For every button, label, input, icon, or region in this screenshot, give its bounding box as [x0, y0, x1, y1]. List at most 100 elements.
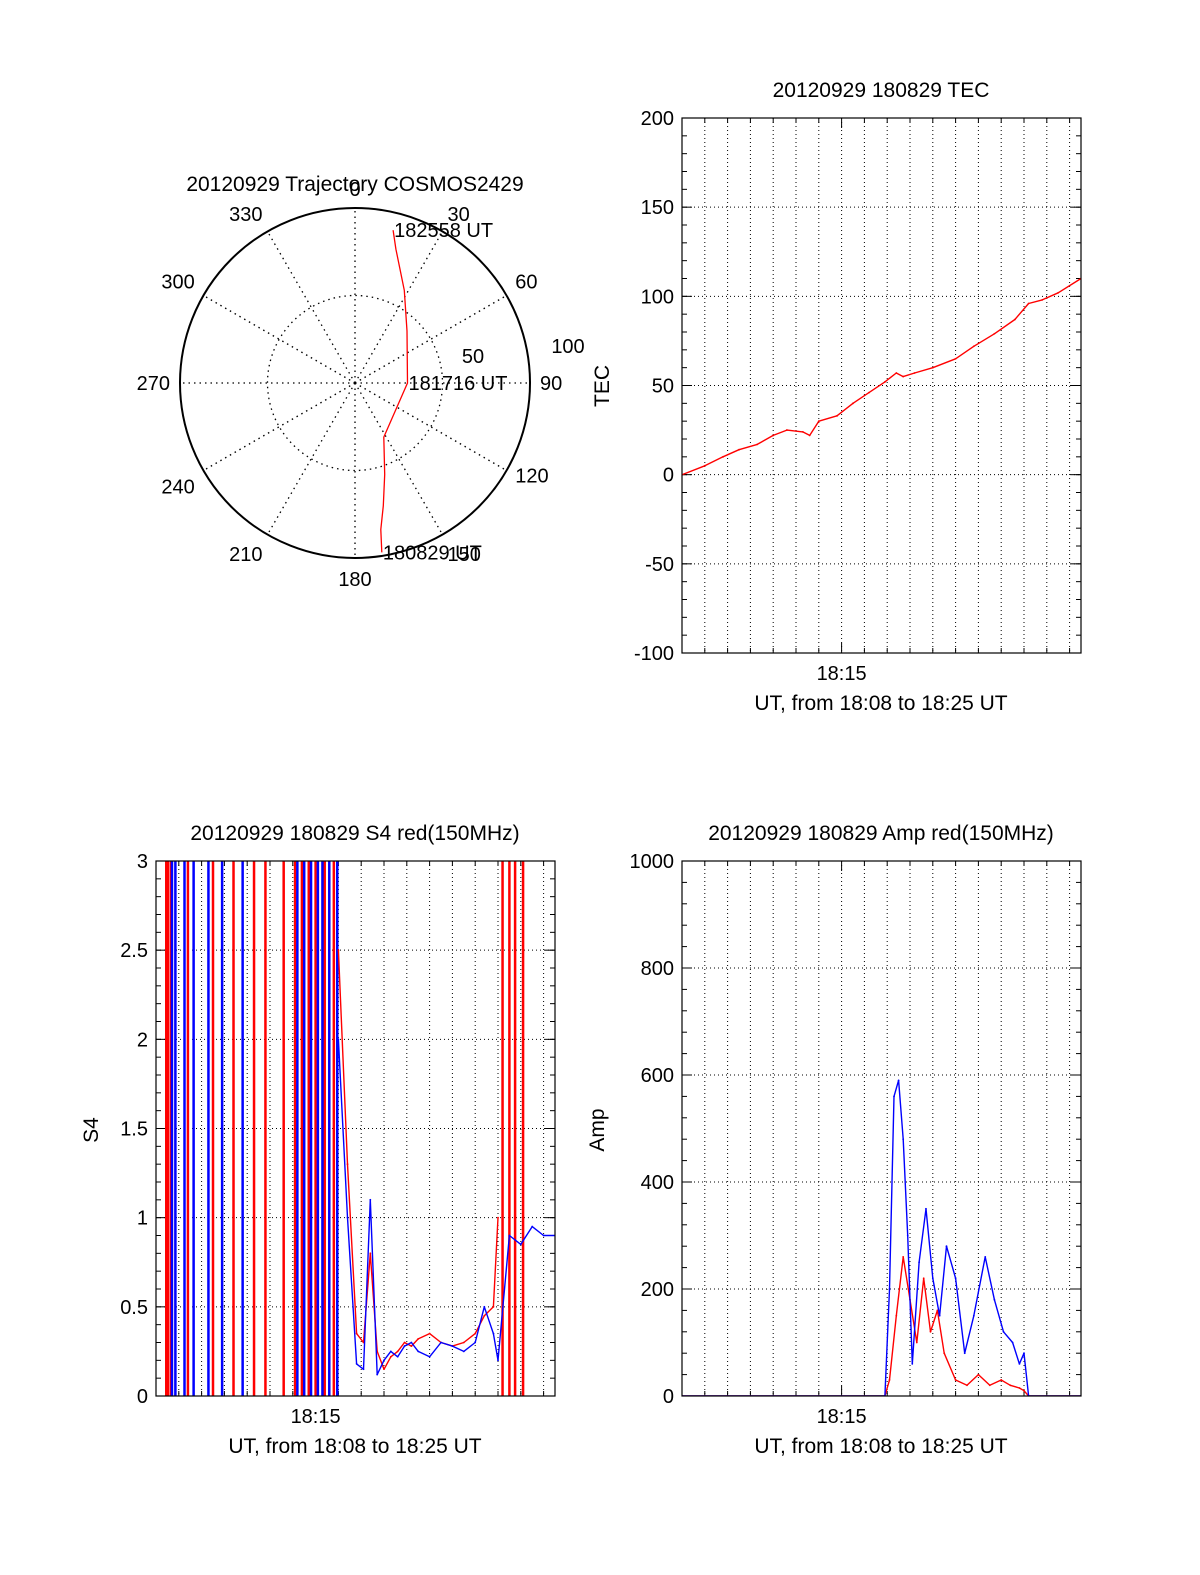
data-point — [369, 1198, 372, 1201]
plot-frame — [681, 117, 1082, 654]
data-point — [984, 1256, 987, 1258]
radial-label: 100 — [551, 336, 584, 358]
data-point — [531, 1225, 534, 1228]
tec-x-axis-label: UT, from 18:08 to 18:25 UT — [754, 692, 1007, 715]
data-point — [836, 414, 838, 417]
data-point — [492, 1305, 495, 1308]
data-point — [895, 1314, 898, 1317]
data-point — [410, 1341, 413, 1344]
data-point — [383, 1368, 385, 1371]
data-point — [897, 1079, 900, 1082]
data-point — [462, 1341, 465, 1344]
y-tick-label: 600 — [641, 1065, 674, 1087]
y-tick-label: 3 — [137, 851, 148, 873]
data-point — [355, 1363, 358, 1365]
data-point — [936, 1309, 939, 1312]
series-line-blue — [682, 1079, 1081, 1396]
data-point — [355, 1332, 358, 1335]
data-point — [703, 464, 706, 467]
azimuth-label: 60 — [515, 272, 537, 294]
data-point — [884, 381, 886, 383]
amp-chart-panel: 20120929 180829 Amp red(150MHz) Amp UT, … — [586, 822, 1082, 1458]
data-point — [902, 1256, 905, 1258]
data-point — [972, 1314, 975, 1317]
azimuth-label: 210 — [229, 544, 262, 566]
plot-frame — [155, 860, 556, 1397]
data-point — [483, 1305, 486, 1308]
data-point — [993, 1298, 996, 1301]
time-annotation: 180829 UT — [383, 542, 482, 564]
azimuth-label: 330 — [229, 204, 262, 226]
s4-chart-panel: 20120929 180829 S4 red(150MHz) S4 UT, fr… — [80, 822, 556, 1458]
azimuth-label: 150 — [448, 544, 481, 566]
s4-plot-area: 0 0.5 1 1.5 2 2.5 3 18:15 — [120, 851, 556, 1428]
data-point — [1000, 1379, 1003, 1381]
s4-x-axis-label: UT, from 18:08 to 18:25 UT — [228, 1435, 481, 1458]
x-tick-label: 18:15 — [817, 1406, 867, 1428]
y-tick-label: 0.5 — [120, 1297, 148, 1319]
data-point — [966, 1384, 968, 1387]
data-point — [483, 1314, 486, 1317]
y-tick-label: 2 — [137, 1029, 148, 1051]
amp-plot-area: 0 200 400 600 800 1000 18:15 — [630, 851, 1082, 1428]
data-point — [337, 949, 340, 952]
azimuth-label: 90 — [540, 373, 562, 395]
x-tick-label: 18:15 — [291, 1406, 341, 1428]
time-annotation: 181716 UT — [409, 373, 508, 395]
y-tick-label: 100 — [641, 286, 674, 308]
data-point — [938, 1314, 941, 1317]
data-point — [508, 1234, 511, 1237]
data-point — [852, 402, 854, 405]
data-point — [922, 1277, 925, 1280]
s4-y-axis-label: S4 — [80, 1117, 103, 1143]
data-point — [383, 1359, 385, 1362]
data-point — [519, 1243, 522, 1246]
data-point — [1011, 1341, 1014, 1344]
azimuth-label: 240 — [161, 477, 194, 499]
data-point — [808, 434, 811, 437]
azimuth-label: 30 — [448, 204, 470, 226]
data-point — [738, 448, 740, 451]
data-point — [972, 345, 975, 348]
y-tick-label: 50 — [652, 376, 674, 398]
data-point — [931, 1277, 934, 1280]
data-point — [389, 1355, 392, 1358]
y-tick-label: -100 — [634, 643, 674, 665]
y-tick-label: 150 — [641, 197, 674, 219]
data-point — [362, 1368, 365, 1371]
data-point — [337, 1038, 340, 1041]
data-point — [417, 1350, 420, 1353]
data-point — [1057, 291, 1060, 294]
data-point — [369, 1252, 372, 1255]
data-point — [1009, 1384, 1012, 1387]
data-point — [440, 1341, 442, 1344]
data-point — [911, 1363, 914, 1365]
y-tick-label: 1.5 — [120, 1119, 148, 1141]
data-point — [895, 372, 898, 374]
y-tick-label: 0 — [663, 1386, 674, 1408]
azimuth-label: 270 — [137, 373, 170, 395]
data-point — [893, 1095, 895, 1098]
data-point — [756, 443, 759, 446]
polar-trajectory-panel: 20120929 Trajectory COSMOS2429 0 30 60 90 12… — [137, 173, 585, 591]
data-point — [403, 1345, 406, 1347]
series-group — [165, 861, 555, 1396]
y-tick-label: 200 — [641, 108, 674, 130]
y-tick-label: 1 — [137, 1208, 148, 1230]
radial-label: 50 — [462, 346, 484, 368]
data-point — [497, 1359, 499, 1362]
data-point — [931, 366, 934, 369]
data-point — [542, 1234, 545, 1237]
data-point — [428, 1332, 431, 1335]
data-point — [888, 1288, 891, 1290]
data-point — [954, 1277, 957, 1280]
data-point — [462, 1350, 465, 1353]
tec-plot-area: -100 -50 0 50 100 150 200 18:15 — [634, 108, 1082, 685]
data-point — [492, 1332, 495, 1335]
azimuth-label: 180 — [338, 569, 371, 591]
y-tick-label: -50 — [645, 554, 674, 576]
data-point — [906, 1234, 909, 1237]
data-point — [785, 429, 788, 431]
azimuth-label: 300 — [161, 272, 194, 294]
y-tick-label: 2.5 — [120, 940, 148, 962]
